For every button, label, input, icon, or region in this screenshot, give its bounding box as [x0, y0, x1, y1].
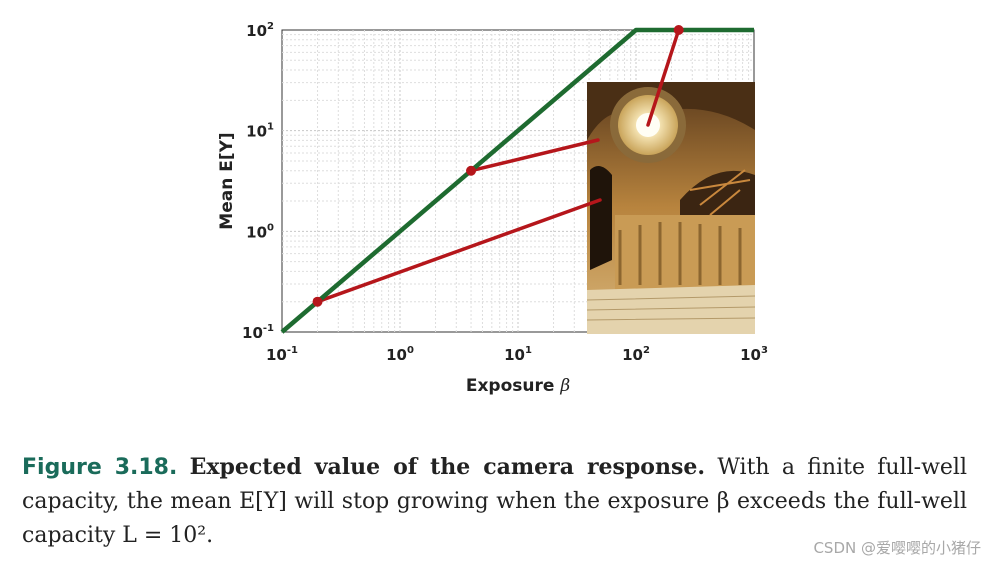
x-tick-label: 10-1	[266, 345, 298, 364]
pointer-line	[646, 28, 681, 127]
y-tick-label: 100	[246, 222, 274, 241]
figure-title: Expected value of the camera response.	[189, 454, 706, 480]
data-marker	[673, 25, 684, 35]
figure-caption: Figure 3.18. Expected value of the camer…	[22, 450, 967, 553]
data-marker	[312, 296, 323, 307]
cathedral-photo	[586, 82, 756, 334]
response-chart: 10-1 100 101 102 103 10-1 100 101 102 Exposure β…	[217, 21, 768, 396]
data-marker	[466, 165, 477, 176]
response-curve	[280, 27, 754, 334]
x-axis-label: Exposure β	[466, 376, 570, 396]
caption-text: With a finite full-well capacity, the me…	[22, 455, 967, 548]
x-tick-label: 100	[386, 345, 414, 364]
pointer-line	[469, 138, 600, 173]
watermark: CSDN @爱嘤嘤的小猪仔	[813, 539, 981, 557]
line-layer	[280, 27, 754, 334]
y-axis-label: Mean E[Y]	[217, 132, 237, 229]
figure-number: Figure 3.18.	[22, 455, 178, 480]
x-tick-label: 101	[504, 345, 532, 364]
x-tick-label: 102	[622, 345, 650, 364]
y-tick-label: 101	[246, 122, 274, 141]
marker-layer	[312, 25, 684, 307]
tick-label-layer: 10-1 100 101 102 103 10-1 100 101 102	[242, 21, 768, 364]
pointer-line	[315, 198, 602, 304]
y-tick-label: 102	[246, 21, 274, 40]
x-tick-label: 103	[740, 345, 768, 364]
y-tick-label: 10-1	[242, 323, 274, 342]
x-axis-symbol: β	[559, 376, 570, 396]
